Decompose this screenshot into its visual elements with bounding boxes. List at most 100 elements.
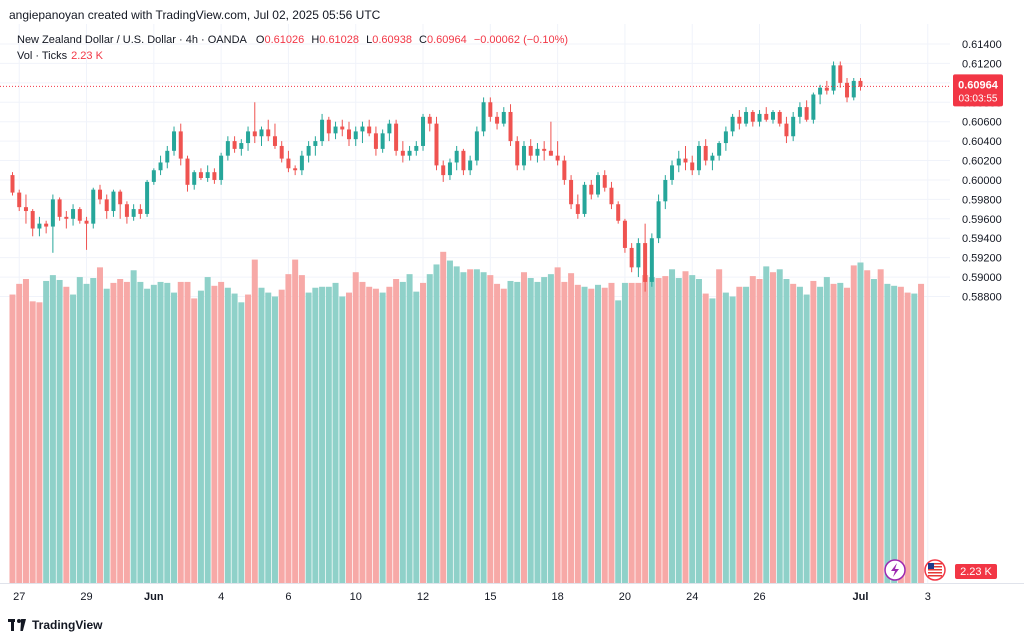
candle-body[interactable]: [219, 155, 224, 180]
candle-body[interactable]: [185, 158, 190, 185]
candle-body[interactable]: [380, 133, 385, 149]
candle-body[interactable]: [172, 131, 177, 151]
candle-body[interactable]: [548, 150, 553, 156]
candle-body[interactable]: [797, 107, 802, 117]
candle-body[interactable]: [495, 116, 500, 124]
candle-body[interactable]: [77, 209, 82, 221]
candle-body[interactable]: [104, 199, 109, 212]
candle-body[interactable]: [198, 172, 203, 179]
candle-body[interactable]: [562, 160, 567, 180]
candle-body[interactable]: [596, 175, 601, 195]
candle-body[interactable]: [434, 123, 439, 166]
candle-body[interactable]: [326, 119, 331, 134]
candle-body[interactable]: [508, 111, 513, 142]
candle-body[interactable]: [30, 211, 35, 229]
candle-body[interactable]: [629, 247, 634, 268]
candle-body[interactable]: [696, 145, 701, 171]
candle-body[interactable]: [784, 123, 789, 137]
candle-body[interactable]: [23, 207, 28, 212]
candle-body[interactable]: [818, 87, 823, 95]
footer-brand[interactable]: TradingView: [8, 618, 102, 632]
candle-body[interactable]: [501, 111, 506, 124]
candle-body[interactable]: [57, 199, 62, 217]
candle-body[interactable]: [91, 189, 96, 224]
candle-body[interactable]: [589, 184, 594, 195]
candle-body[interactable]: [387, 123, 392, 134]
candle-body[interactable]: [97, 189, 102, 200]
candle-body[interactable]: [252, 131, 257, 137]
candle-body[interactable]: [804, 107, 809, 120]
candle-body[interactable]: [683, 158, 688, 163]
candle-body[interactable]: [831, 65, 836, 91]
candle-body[interactable]: [306, 145, 311, 156]
candle-body[interactable]: [427, 116, 432, 124]
candle-body[interactable]: [37, 223, 42, 229]
candle-body[interactable]: [528, 145, 533, 156]
candle-body[interactable]: [145, 181, 150, 214]
candle-body[interactable]: [636, 243, 641, 268]
candle-body[interactable]: [676, 158, 681, 166]
candle-body[interactable]: [131, 209, 136, 217]
candle-body[interactable]: [64, 216, 69, 219]
candle-body[interactable]: [838, 65, 843, 83]
candle-body[interactable]: [690, 162, 695, 171]
candle-body[interactable]: [569, 179, 574, 205]
candle-body[interactable]: [340, 126, 345, 130]
candle-body[interactable]: [367, 126, 372, 134]
candle-body[interactable]: [118, 191, 123, 205]
candle-body[interactable]: [845, 82, 850, 98]
candle-body[interactable]: [212, 172, 217, 180]
candle-body[interactable]: [535, 148, 540, 156]
candle-body[interactable]: [279, 145, 284, 159]
candle-body[interactable]: [717, 143, 722, 156]
candle-body[interactable]: [474, 131, 479, 161]
candle-body[interactable]: [138, 209, 143, 214]
candle-body[interactable]: [777, 111, 782, 124]
candle-body[interactable]: [710, 155, 715, 161]
candle-body[interactable]: [521, 145, 526, 166]
candle-body[interactable]: [649, 238, 654, 282]
candle-body[interactable]: [232, 141, 237, 149]
candle-body[interactable]: [602, 175, 607, 188]
candle-body[interactable]: [542, 148, 547, 151]
candle-body[interactable]: [400, 150, 405, 156]
candle-body[interactable]: [461, 150, 466, 171]
candle-body[interactable]: [313, 141, 318, 146]
candle-body[interactable]: [454, 150, 459, 163]
candle-body[interactable]: [481, 102, 486, 132]
candle-body[interactable]: [17, 192, 22, 208]
candle-body[interactable]: [50, 199, 55, 227]
candle-body[interactable]: [616, 204, 621, 221]
candle-body[interactable]: [670, 165, 675, 180]
candle-body[interactable]: [347, 129, 351, 140]
candle-body[interactable]: [353, 131, 358, 140]
candle-body[interactable]: [723, 131, 728, 144]
candle-body[interactable]: [246, 131, 251, 144]
candle-body[interactable]: [555, 155, 560, 161]
candle-body[interactable]: [111, 191, 116, 212]
candle-body[interactable]: [360, 126, 365, 132]
candle-body[interactable]: [71, 209, 76, 219]
candle-body[interactable]: [744, 111, 749, 124]
candle-body[interactable]: [582, 184, 587, 214]
candle-body[interactable]: [468, 160, 473, 171]
candle-body[interactable]: [151, 170, 156, 182]
candle-body[interactable]: [770, 111, 775, 120]
candle-body[interactable]: [158, 162, 163, 171]
candle-body[interactable]: [192, 172, 197, 185]
symbol-title[interactable]: New Zealand Dollar / U.S. Dollar · 4h · …: [17, 34, 247, 46]
candle-body[interactable]: [663, 179, 668, 202]
candle-body[interactable]: [225, 141, 230, 156]
candle-body[interactable]: [824, 87, 829, 91]
candle-body[interactable]: [165, 150, 170, 163]
candle-body[interactable]: [858, 80, 863, 87]
candle-body[interactable]: [407, 150, 412, 156]
candle-body[interactable]: [178, 131, 183, 159]
candle-body[interactable]: [441, 165, 446, 176]
candle-body[interactable]: [414, 145, 419, 151]
candle-body[interactable]: [757, 113, 762, 122]
candle-body[interactable]: [293, 168, 298, 171]
candle-body[interactable]: [259, 129, 264, 137]
candle-body[interactable]: [609, 187, 614, 205]
